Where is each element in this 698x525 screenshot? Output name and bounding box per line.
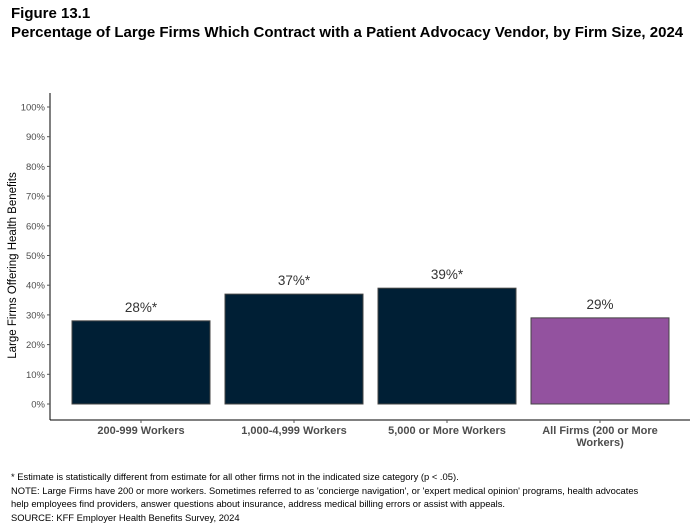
x-tick-label: All Firms (200 or More Workers) <box>542 425 658 449</box>
bar <box>530 317 670 405</box>
note-source: SOURCE: KFF Employer Health Benefits Sur… <box>11 511 240 523</box>
bar <box>71 320 211 405</box>
note-definition: NOTE: Large Firms have 200 or more worke… <box>11 484 639 496</box>
bar <box>224 293 364 405</box>
bar-chart: 0% 10% 20% 30% 40% 50% 60% 70% 80% 90% 100% Large F… <box>7 93 690 449</box>
data-label: 28%* <box>125 300 158 315</box>
y-tick-label: 30% <box>26 310 46 321</box>
data-label: 37%* <box>278 273 311 288</box>
y-tick-label: 60% <box>26 221 46 232</box>
y-tick-label: 50% <box>26 251 46 262</box>
bar <box>377 287 517 405</box>
chart-title: Percentage of Large Firms Which Contract… <box>11 24 684 41</box>
note-significance: * Estimate is statistically different fr… <box>11 471 459 482</box>
y-tick-label: 0% <box>31 400 45 411</box>
y-tick-label: 10% <box>26 370 46 381</box>
note-definition-cont: help employees find providers, answer qu… <box>11 498 506 509</box>
data-label: 29% <box>586 297 613 312</box>
y-tick-label: 70% <box>26 192 46 203</box>
data-label: 39%* <box>431 267 464 282</box>
x-tick-label: 1,000-4,999 Workers <box>241 425 347 437</box>
x-tick-label: 200-999 Workers <box>97 425 184 437</box>
y-tick-label: 20% <box>26 340 46 351</box>
y-tick-label: 90% <box>26 132 46 143</box>
y-tick-label: 80% <box>26 162 46 173</box>
chart-notes: * Estimate is statistically different fr… <box>11 470 696 524</box>
y-tick-label: 100% <box>21 103 46 114</box>
figure-label: Figure 13.1 <box>11 5 91 22</box>
y-tick-label: 40% <box>26 281 46 292</box>
x-tick-label: 5,000 or More Workers <box>388 425 506 437</box>
y-axis-title: Large Firms Offering Health Benefits <box>7 172 19 359</box>
